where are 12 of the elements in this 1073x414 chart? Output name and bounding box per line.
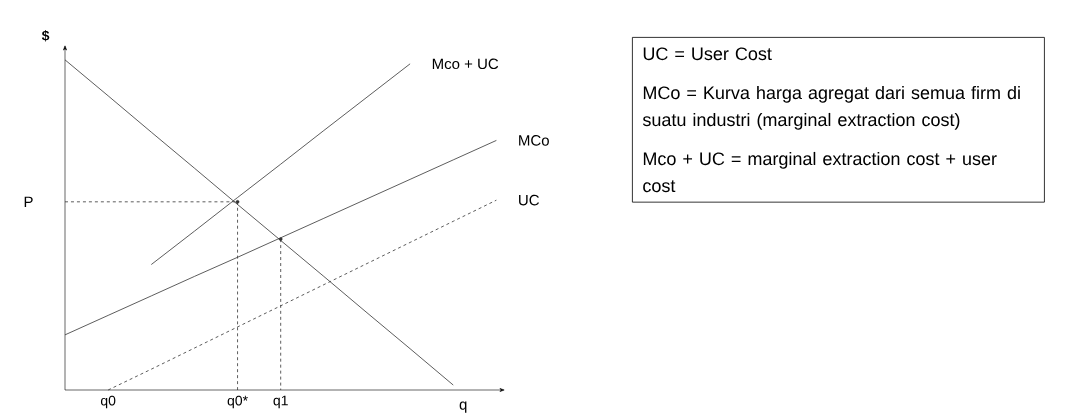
- x-axis-title: q: [459, 401, 467, 413]
- y-axis-title: $: [41, 30, 50, 42]
- text: MCo = Kurva harga agregat dari semua firm di suatu industri (marginal extraction cost): [642, 85, 1020, 130]
- series-label: Mco + UC: [432, 58, 499, 70]
- text: Mco + UC = marginal extraction cost + user cost: [643, 151, 997, 193]
- x-tick-label: q0: [100, 395, 116, 409]
- series-label: MCo: [519, 135, 549, 146]
- x-tick-label: q1: [273, 395, 288, 409]
- x-tick-label: q0*: [227, 395, 248, 409]
- series-label: UC: [519, 194, 539, 206]
- text: UC = User Cost: [643, 47, 772, 61]
- ref-line-label: P: [24, 196, 33, 207]
